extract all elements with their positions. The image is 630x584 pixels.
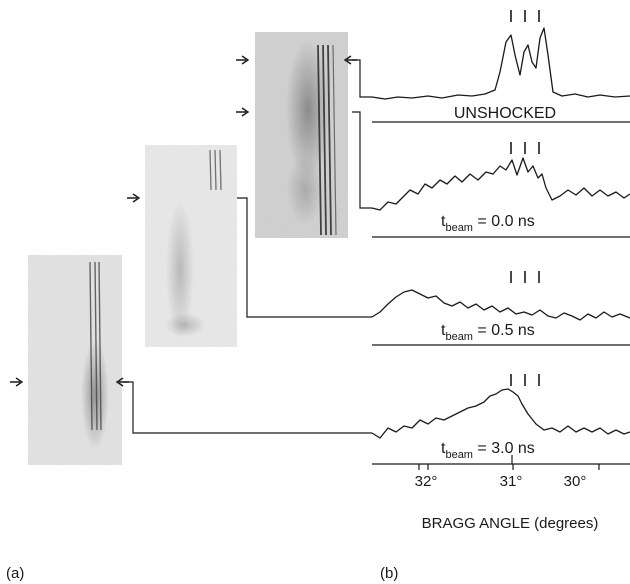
- arrow-left-film-top-2: [236, 107, 250, 117]
- connector-05ns: [237, 197, 372, 318]
- connector-0ns: [352, 111, 372, 209]
- axis-title: BRAGG ANGLE (degrees): [422, 515, 599, 532]
- label-05ns: tbeam = 0.5 ns: [441, 322, 535, 343]
- bragg-axis: 32° 31° 30° BRAGG ANGLE (degrees): [372, 455, 630, 532]
- trace-05ns: [371, 271, 630, 346]
- trace-0ns: [371, 142, 630, 238]
- trace-3ns: [371, 374, 630, 439]
- film-3ns: [28, 255, 122, 465]
- label-3ns: tbeam = 3.0 ns: [441, 440, 535, 461]
- trace-unshocked: [371, 10, 630, 123]
- connector-3ns: [123, 381, 372, 434]
- panel-label-a: (a): [6, 565, 24, 582]
- connector-unshocked: [352, 59, 372, 98]
- panel-label-b: (b): [380, 565, 398, 582]
- tick-label-32: 32°: [415, 473, 438, 490]
- film-05ns: [145, 145, 237, 347]
- arrow-left-film-top-1: [236, 55, 250, 65]
- tick-label-30: 30°: [564, 473, 587, 490]
- arrow-left-film-3ns: [10, 377, 24, 387]
- label-0ns: tbeam = 0.0 ns: [441, 213, 535, 234]
- tick-label-31: 31°: [500, 473, 523, 490]
- label-unshocked: UNSHOCKED: [454, 105, 556, 122]
- film-unshocked: [255, 32, 348, 238]
- arrow-left-film-05ns: [127, 193, 141, 203]
